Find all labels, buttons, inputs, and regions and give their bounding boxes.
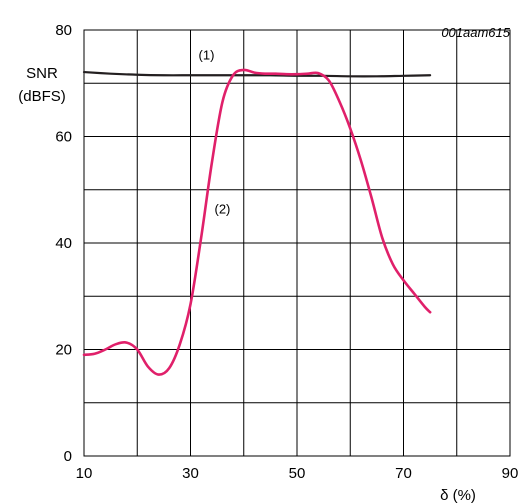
series-lines bbox=[82, 68, 432, 376]
series-line-1 bbox=[82, 70, 432, 78]
y-tick-label: 60 bbox=[55, 129, 72, 146]
y-tick-labels: 0 20 40 60 80 bbox=[55, 22, 72, 465]
y-tick-label: 80 bbox=[55, 22, 72, 39]
x-tick-label: 50 bbox=[289, 465, 306, 482]
plot-frame bbox=[83, 29, 511, 457]
series-annotation-1: (1) bbox=[199, 47, 215, 62]
plot-grid bbox=[84, 30, 510, 456]
series-line-2 bbox=[82, 68, 432, 376]
figure-id: 001aam615 bbox=[441, 25, 510, 40]
x-tick-label: 70 bbox=[395, 465, 412, 482]
y-axis-label-line2: (dBFS) bbox=[18, 88, 66, 105]
x-tick-label: 90 bbox=[502, 465, 519, 482]
x-axis-label: δ (%) bbox=[440, 487, 476, 504]
x-tick-label: 10 bbox=[76, 465, 93, 482]
x-tick-label: 30 bbox=[182, 465, 199, 482]
y-axis-label-line1: SNR bbox=[26, 65, 58, 82]
series-annotation-2: (2) bbox=[215, 202, 231, 217]
series-annotations: (1) (2) bbox=[199, 47, 231, 216]
y-tick-label: 20 bbox=[55, 342, 72, 359]
y-tick-label: 0 bbox=[64, 448, 72, 465]
x-tick-labels: 10 30 50 70 90 bbox=[76, 465, 519, 482]
y-tick-label: 40 bbox=[55, 235, 72, 252]
